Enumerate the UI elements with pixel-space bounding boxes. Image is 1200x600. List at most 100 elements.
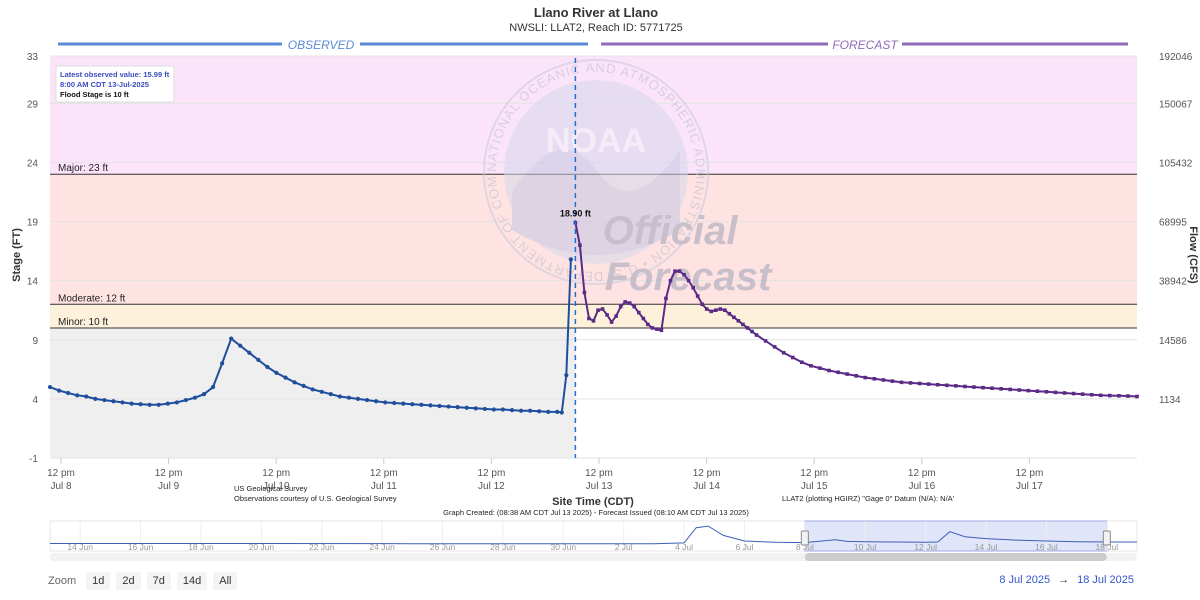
observed-point: [537, 409, 542, 414]
x-tick-date: Jul 13: [586, 481, 613, 492]
range-navigator[interactable]: 14 Jun 16 Jun 18 Jun 20 Jun 22 Jun 24 Jun 26 J…: [49, 520, 1138, 561]
range-to-date[interactable]: 18 Jul 2025: [1077, 574, 1134, 586]
forecast-point: [1135, 394, 1139, 399]
observed-point: [473, 406, 478, 411]
y-tick-label: 4: [32, 395, 38, 406]
range-from-date[interactable]: 8 Jul 2025: [999, 574, 1051, 586]
forecast-point: [1026, 388, 1031, 393]
forecast-point: [954, 384, 958, 388]
forecast-point: [682, 272, 686, 277]
observed-point: [346, 395, 352, 400]
forecast-point: [763, 339, 768, 343]
zoom-label: Zoom: [48, 575, 77, 587]
forecast-point: [700, 302, 704, 307]
forecast-point: [745, 326, 750, 330]
credit-usgs: US Geological Survey: [234, 484, 308, 493]
seal-ring: [483, 59, 709, 285]
observed-point: [292, 380, 297, 385]
zoom-all-button[interactable]: All: [213, 572, 238, 590]
x-tick-label: 12 pm: [800, 468, 828, 479]
y-axis-right: 192046 150067 105432 68995 38942 14586 1134: [1159, 52, 1193, 406]
forecast-point: [908, 381, 913, 385]
forecast-point: [718, 307, 723, 311]
y-axis-label: Stage (FT): [11, 228, 23, 282]
forecast-point: [899, 380, 904, 385]
zoom-2d-button[interactable]: 2d: [116, 572, 141, 590]
forecast-point: [614, 314, 618, 318]
forecast-point: [723, 308, 727, 313]
forecast-point: [800, 360, 804, 365]
observed-point: [383, 400, 388, 405]
forecast-point: [944, 383, 949, 388]
forecast-point: [596, 308, 600, 313]
series-layer: [47, 220, 1139, 415]
navigator-date-label: 8 Jul: [796, 542, 814, 552]
forecast-point: [863, 375, 868, 380]
navigator-date-label: 18 Jul: [1095, 542, 1118, 552]
y-tick-label: 14: [27, 277, 39, 288]
observed-label: OBSERVED: [288, 38, 355, 52]
navigator-date-label: 24 Jun: [369, 542, 395, 552]
forecast-point: [709, 309, 714, 314]
zoom-controls: Zoom 1d 2d 7d 14d All: [48, 572, 238, 590]
forecast-point: [668, 278, 673, 283]
forecast-point: [713, 308, 718, 313]
navigator-date-label: 14 Jun: [67, 542, 93, 552]
observed-point: [518, 408, 524, 413]
navigator-date-label: 2 Jul: [615, 542, 633, 552]
peak-label: 18.90 ft: [560, 209, 591, 219]
observed-point: [138, 402, 143, 407]
observed-point: [165, 401, 170, 406]
zoom-7d-button[interactable]: 7d: [146, 572, 171, 590]
navigator-date-label: 30 Jun: [551, 542, 577, 552]
y-right-tick-label: 38942: [1159, 277, 1187, 288]
observed-point: [238, 343, 243, 348]
x-tick-date: Jul 17: [1016, 481, 1043, 492]
observed-point: [410, 402, 415, 407]
observed-point: [183, 397, 188, 403]
navigator-left-handle[interactable]: [800, 530, 809, 546]
forecast-point: [972, 385, 976, 389]
x-tick-date: Jul 10: [263, 481, 290, 492]
zoom-1d-button[interactable]: 1d: [86, 572, 111, 590]
x-axis: 12 pm Jul 8 12 pm Jul 9 12 pm Jul 10 12 pm Jul …: [47, 458, 1043, 492]
forecast-point: [1098, 393, 1103, 398]
observed-point: [419, 402, 424, 407]
observed-point: [256, 357, 261, 362]
navigator-date-label: 28 Jun: [490, 542, 516, 552]
watermark-official: Official: [603, 209, 739, 253]
y-right-tick-label: 68995: [1159, 218, 1187, 229]
forecast-point: [609, 320, 614, 324]
gridlines: Major: 23 ft Moderate: 12 ft Minor: 10 ft: [50, 55, 1137, 459]
forecast-point: [790, 355, 795, 360]
y-right-tick-label: 1134: [1159, 395, 1181, 406]
forecast-point: [926, 382, 931, 386]
graph-created-text: Graph Created: (08:38 AM CDT Jul 13 2025…: [443, 508, 749, 517]
forecast-point: [655, 327, 659, 331]
credit-datum: LLAT2 (plotting HGIRZ) "Gage 0" Datum (N…: [782, 494, 955, 503]
forecast-point: [686, 278, 691, 283]
y-tick-label: 19: [27, 218, 39, 229]
navigator-right-handle[interactable]: [1102, 530, 1111, 546]
navigator-selected-window[interactable]: [804, 520, 1108, 552]
observed-point: [147, 402, 152, 407]
navigator-date-label: 12 Jul: [914, 542, 937, 552]
forecast-point: [582, 290, 587, 295]
observed-point: [364, 397, 370, 403]
x-tick-date: Jul 9: [158, 481, 180, 492]
forecast-point: [587, 316, 591, 321]
x-tick-date: Jul 16: [908, 481, 935, 492]
observed-point: [337, 394, 342, 399]
observed-point: [527, 408, 533, 413]
observed-point: [174, 400, 179, 405]
x-tick-date: Jul 15: [801, 481, 828, 492]
navigator-scrollbar-thumb[interactable]: [804, 553, 1107, 561]
credit-usgs-observations: Observations courtesy of U.S. Geological…: [234, 494, 397, 503]
forecast-point: [1062, 391, 1067, 395]
latest-observed-time: 8:00 AM CDT 13-Jul-2025: [60, 80, 149, 89]
observed-point: [555, 409, 560, 414]
x-tick-label: 12 pm: [693, 468, 721, 479]
range-arrow-icon: →: [1058, 574, 1070, 586]
zoom-14d-button[interactable]: 14d: [176, 572, 208, 590]
observed-point: [464, 405, 469, 410]
